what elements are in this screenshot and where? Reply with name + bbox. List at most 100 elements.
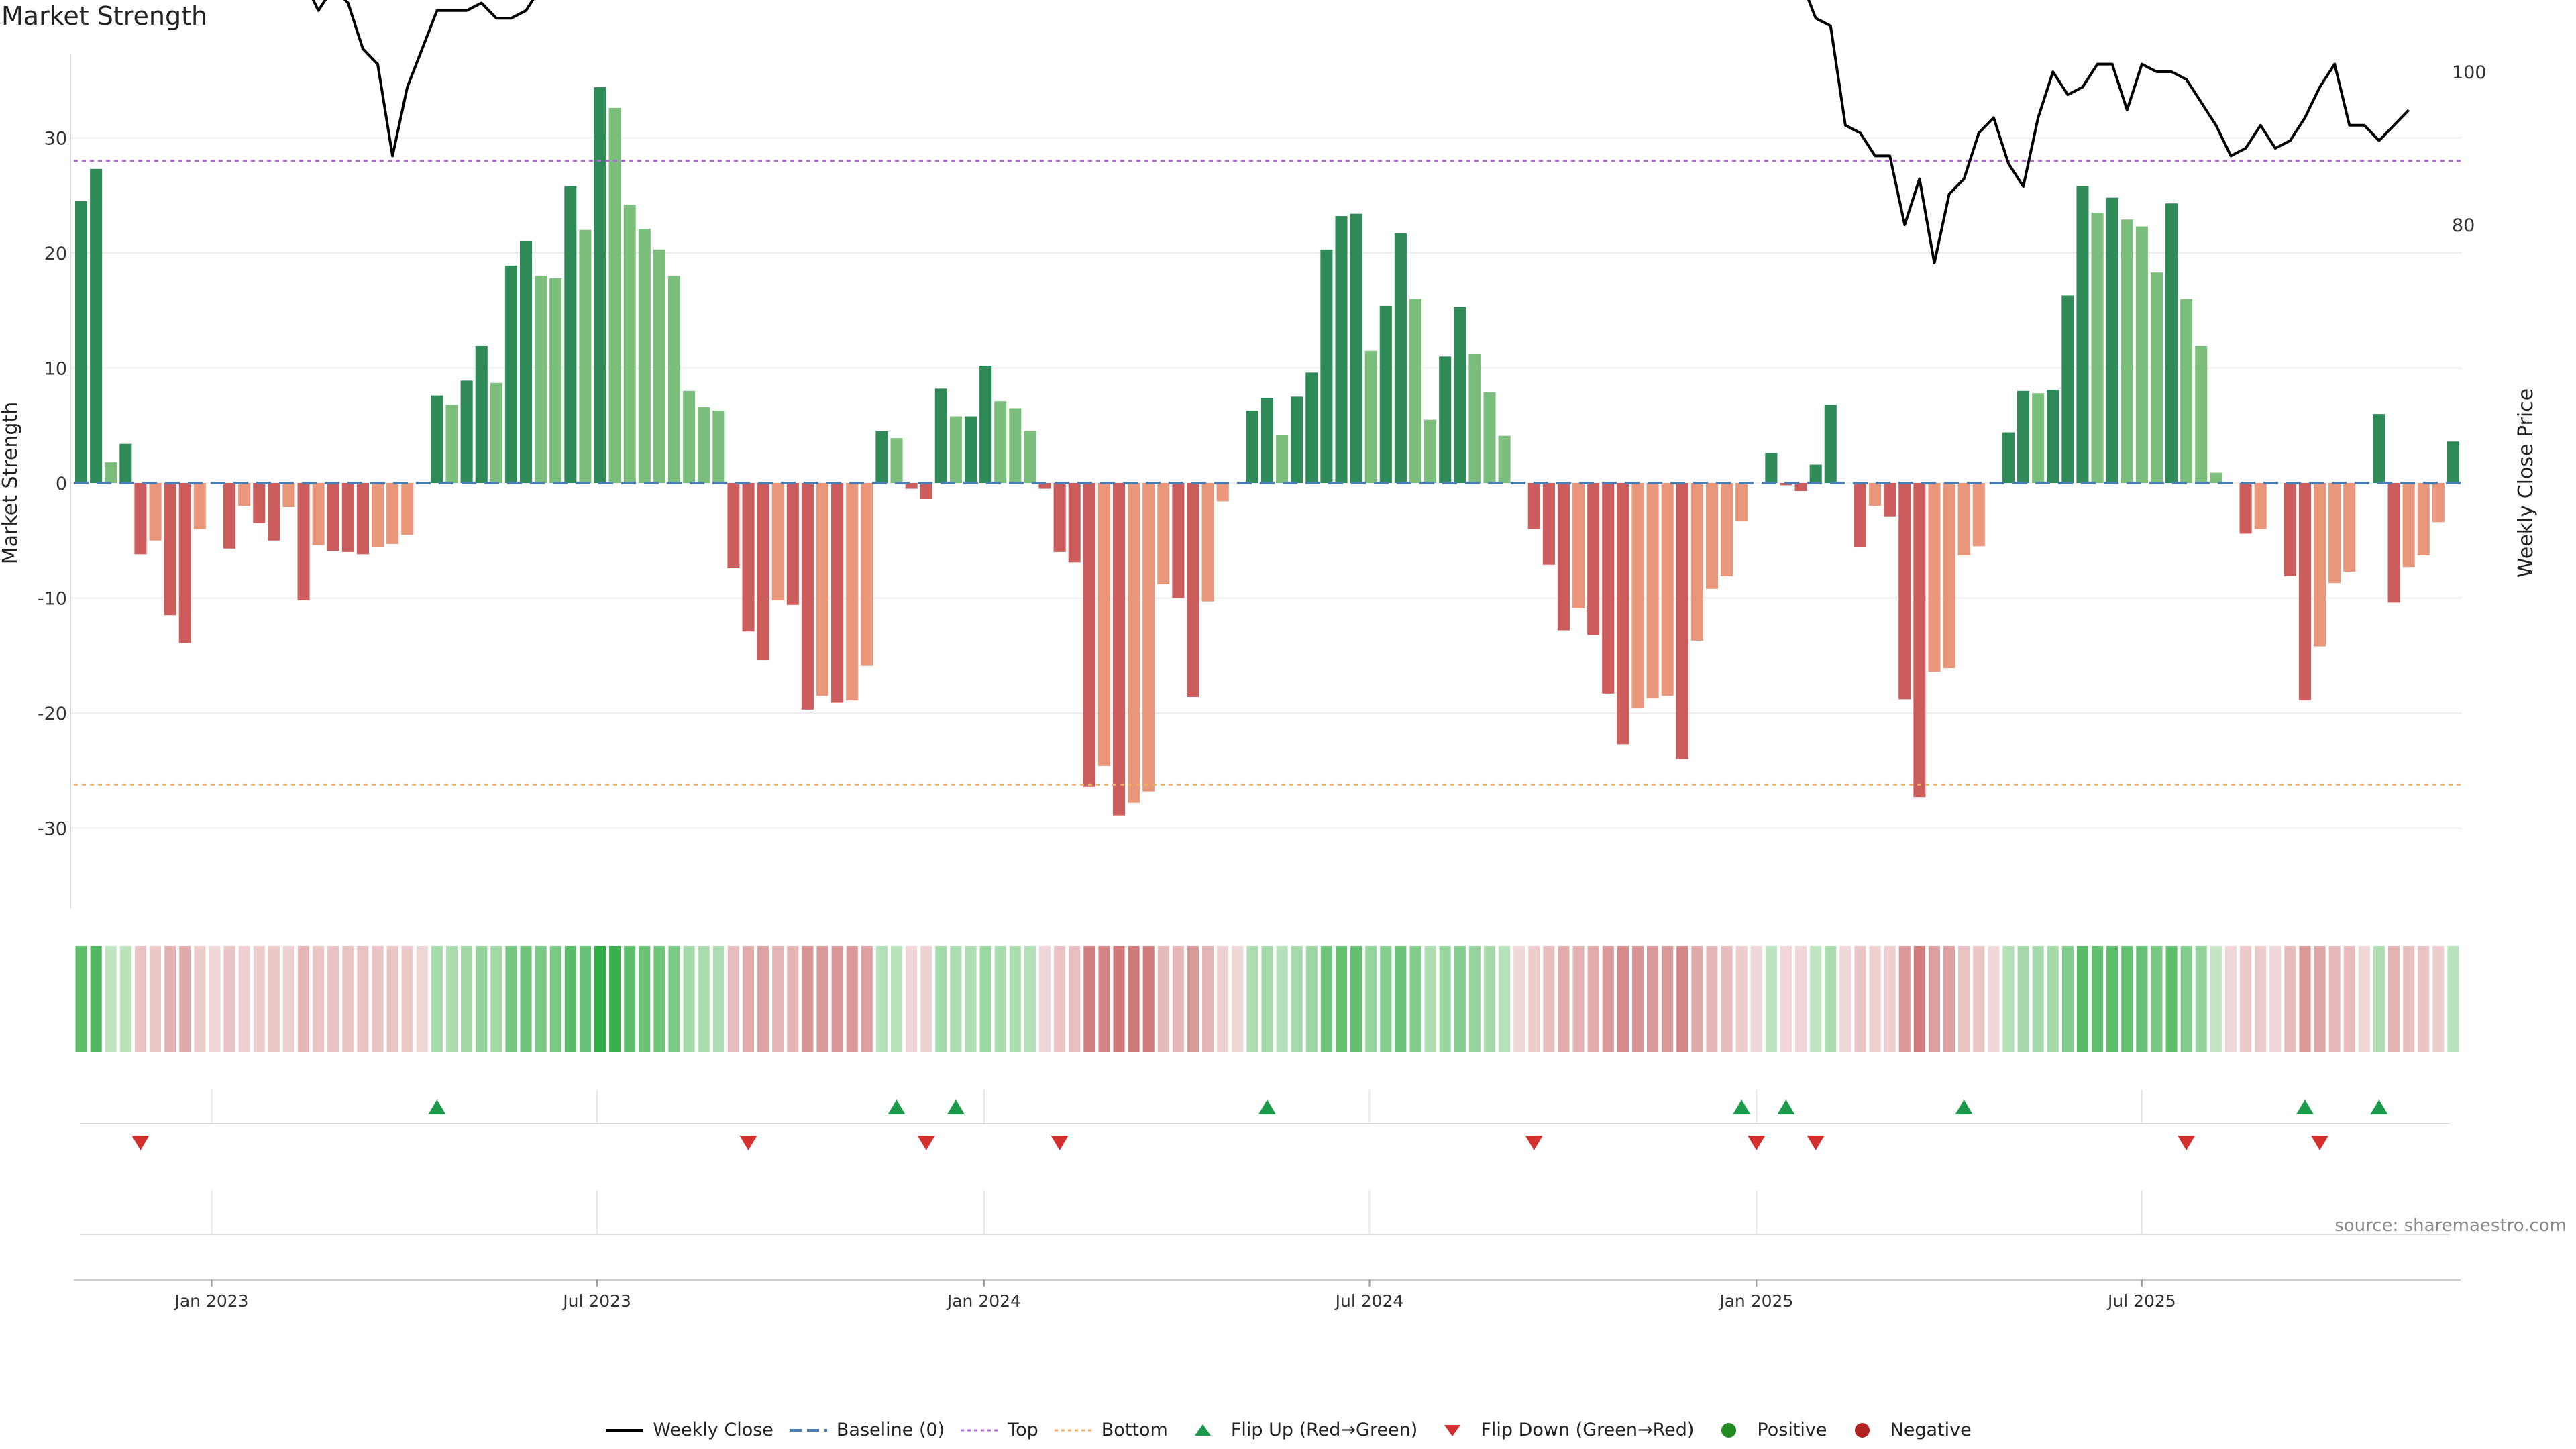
strength-bar xyxy=(1468,354,1481,483)
strength-bar xyxy=(297,483,310,600)
flip-up-marker xyxy=(2370,1099,2388,1114)
strength-bar xyxy=(667,276,681,483)
strength-bar xyxy=(934,388,947,483)
y2-tick-label: 100 xyxy=(2452,62,2487,83)
strength-heat-cell xyxy=(1898,946,1911,1052)
strength-heat-cell xyxy=(505,946,517,1052)
strength-bar xyxy=(1454,307,1466,483)
x-tick-label: Jul 2025 xyxy=(2106,1291,2176,1311)
flip-up-legend-symbol xyxy=(1194,1424,1211,1436)
strength-bar xyxy=(1972,483,1985,547)
x-tick-label: Jan 2024 xyxy=(946,1291,1021,1311)
x-tick-label: Jul 2024 xyxy=(1334,1291,1404,1311)
strength-bar xyxy=(1676,483,1688,759)
strength-heat-cell xyxy=(2358,946,2370,1052)
strength-heat-cell xyxy=(164,946,176,1052)
y2-axis-label: Weekly Close Price xyxy=(2514,388,2538,578)
strength-heat-cell xyxy=(1261,946,1273,1052)
strength-heat-cell xyxy=(979,946,991,1052)
strength-heat-cell xyxy=(1780,946,1792,1052)
strength-bar xyxy=(1735,483,1748,521)
legend-label: Weekly Close xyxy=(653,1419,773,1440)
strength-heat-cell xyxy=(461,946,473,1052)
strength-heat-cell xyxy=(1631,946,1644,1052)
strength-heat-cell xyxy=(2373,946,2385,1052)
strength-bar xyxy=(875,431,888,483)
strength-heat-cell xyxy=(1246,946,1258,1052)
legend-item-flip-down: Flip Down (Green→Red) xyxy=(1432,1419,1694,1440)
strength-bar xyxy=(1246,410,1258,483)
strength-bar xyxy=(1172,483,1185,598)
legend-item-baseline: Baseline (0) xyxy=(788,1419,945,1440)
strength-bar xyxy=(1557,483,1570,631)
strength-bar xyxy=(816,483,829,696)
strength-bar xyxy=(475,345,488,483)
strength-bar xyxy=(1350,213,1362,483)
strength-bar xyxy=(1068,483,1081,563)
strength-bar xyxy=(2343,483,2356,572)
strength-heat-cell xyxy=(2343,946,2355,1052)
strength-bar xyxy=(1572,483,1585,608)
strength-bar xyxy=(445,405,458,483)
strength-heat-cell xyxy=(2165,946,2178,1052)
strength-heat-cell xyxy=(727,946,739,1052)
flip-down-marker xyxy=(1525,1136,1543,1150)
strength-bar xyxy=(1201,483,1214,602)
strength-heat-cell xyxy=(520,946,532,1052)
flip-down-legend-symbol xyxy=(1444,1424,1461,1436)
strength-heat-cell xyxy=(1069,946,1081,1052)
top-legend-symbol xyxy=(961,1429,999,1431)
strength-bar xyxy=(1483,392,1496,483)
strength-bar xyxy=(1721,483,1733,576)
y-axis-label: Market Strength xyxy=(0,402,22,564)
flip-up-marker xyxy=(428,1099,446,1114)
strength-bar xyxy=(1009,408,1022,483)
flip-up-marker xyxy=(1955,1099,1973,1114)
strength-bar xyxy=(164,483,176,616)
strength-heat-cell xyxy=(1973,946,1985,1052)
strength-bar xyxy=(905,483,918,489)
strength-heat-cell xyxy=(2418,946,2430,1052)
strength-heat-cell xyxy=(1928,946,1941,1052)
strength-bar xyxy=(1943,483,1955,669)
strength-bar xyxy=(401,483,414,535)
y-tick-label: 10 xyxy=(44,359,67,380)
strength-bar xyxy=(1690,483,1703,641)
legend-label: Baseline (0) xyxy=(836,1419,945,1440)
strength-heat-cell xyxy=(119,946,131,1052)
strength-heat-cell xyxy=(1572,946,1585,1052)
strength-bar xyxy=(431,395,443,483)
strength-bar xyxy=(549,278,562,483)
strength-heat-cell xyxy=(1083,946,1095,1052)
strength-bar xyxy=(2121,219,2133,483)
strength-bar xyxy=(105,462,117,483)
strength-bar xyxy=(2106,197,2118,483)
strength-heat-cell xyxy=(327,946,339,1052)
strength-heat-cell xyxy=(2255,946,2267,1052)
strength-heat-cell xyxy=(609,946,621,1052)
strength-heat-cell xyxy=(1499,946,1511,1052)
strength-heat-cell xyxy=(476,946,488,1052)
strength-heat-cell xyxy=(445,946,458,1052)
strength-bar xyxy=(698,407,710,483)
strength-heat-cell xyxy=(935,946,947,1052)
strength-bar xyxy=(653,249,665,483)
strength-heat-cell xyxy=(861,946,873,1052)
strength-bar xyxy=(282,483,295,508)
x-tick-label: Jan 2023 xyxy=(173,1291,248,1311)
strength-bar xyxy=(1038,483,1051,489)
strength-heat-cell xyxy=(742,946,755,1052)
strength-heat-cell xyxy=(1587,946,1599,1052)
strength-heat-cell xyxy=(2210,946,2222,1052)
legend-label: Flip Up (Red→Green) xyxy=(1230,1419,1418,1440)
strength-heat-cell xyxy=(1825,946,1837,1052)
strength-bar xyxy=(2180,299,2193,483)
strength-bar xyxy=(2417,483,2430,556)
strength-heat-cell xyxy=(772,946,784,1052)
strength-heat-cell xyxy=(209,946,221,1052)
strength-bar xyxy=(90,168,103,483)
strength-heat-cell xyxy=(1157,946,1169,1052)
strength-bar xyxy=(193,483,206,529)
strength-heat-cell xyxy=(1735,946,1748,1052)
strength-heat-cell xyxy=(2447,946,2459,1052)
